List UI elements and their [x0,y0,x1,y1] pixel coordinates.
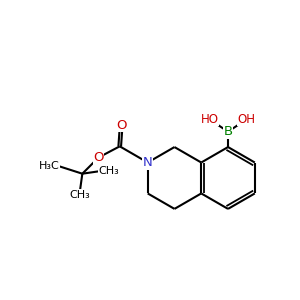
Text: N: N [143,156,153,169]
Text: CH₃: CH₃ [69,190,90,200]
Text: O: O [93,151,104,164]
Text: B: B [224,125,232,138]
Text: H₃C: H₃C [39,161,59,171]
Text: O: O [116,118,127,132]
Text: OH: OH [237,113,255,126]
Text: CH₃: CH₃ [98,166,119,176]
Text: HO: HO [201,113,219,126]
